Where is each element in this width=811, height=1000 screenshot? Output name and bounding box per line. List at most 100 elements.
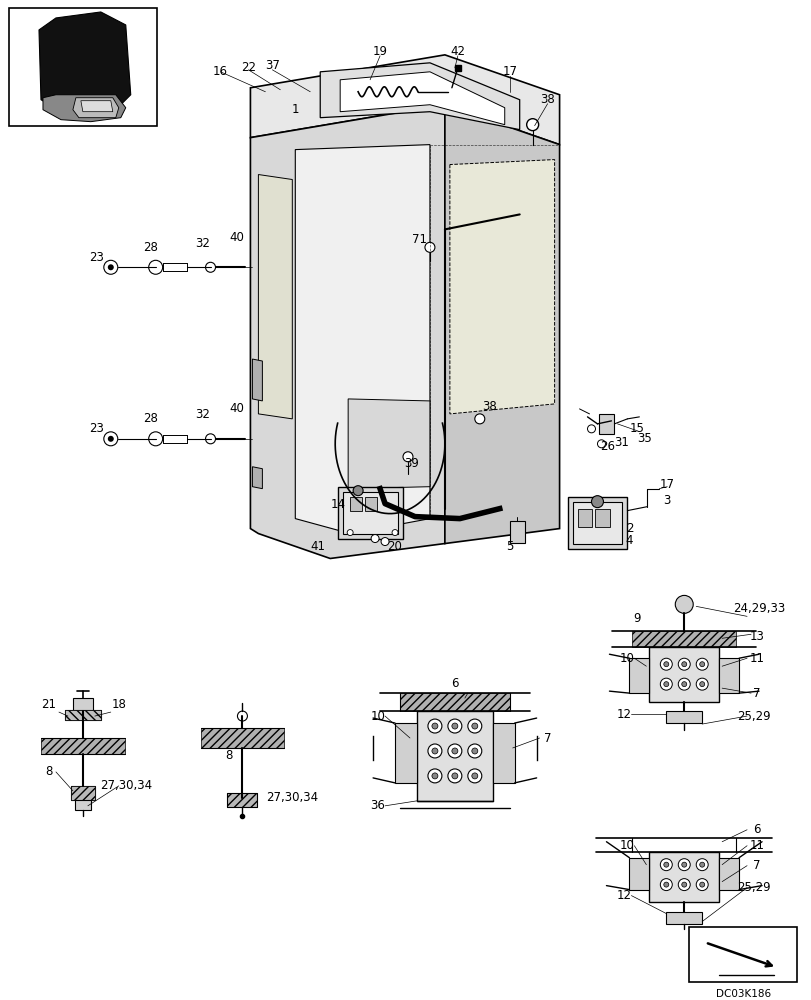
Polygon shape xyxy=(320,63,519,130)
Circle shape xyxy=(427,719,441,733)
Bar xyxy=(71,786,95,800)
Text: 6: 6 xyxy=(451,677,458,690)
Circle shape xyxy=(402,452,413,462)
Text: 26: 26 xyxy=(599,440,614,453)
Bar xyxy=(337,487,402,539)
Text: 31: 31 xyxy=(613,436,628,449)
Text: 18: 18 xyxy=(111,698,126,711)
Circle shape xyxy=(148,260,162,274)
Polygon shape xyxy=(258,175,292,419)
Bar xyxy=(394,723,417,783)
Circle shape xyxy=(431,723,437,729)
Circle shape xyxy=(677,879,689,891)
Circle shape xyxy=(663,662,668,667)
Bar xyxy=(649,852,719,902)
Circle shape xyxy=(451,748,457,754)
Polygon shape xyxy=(250,105,444,558)
Circle shape xyxy=(371,535,379,543)
Circle shape xyxy=(448,769,461,783)
Bar xyxy=(572,502,622,544)
Text: 8: 8 xyxy=(225,749,232,762)
Text: 4: 4 xyxy=(625,534,633,547)
Bar xyxy=(9,8,157,126)
Text: 27,30,34: 27,30,34 xyxy=(266,791,318,804)
Circle shape xyxy=(467,719,481,733)
Circle shape xyxy=(104,432,118,446)
Circle shape xyxy=(424,242,435,252)
Polygon shape xyxy=(295,145,429,534)
Polygon shape xyxy=(43,95,126,122)
Polygon shape xyxy=(449,160,554,414)
Text: 28: 28 xyxy=(143,241,158,254)
Bar xyxy=(65,710,101,720)
Text: 7: 7 xyxy=(753,687,760,700)
Text: 40: 40 xyxy=(229,231,243,244)
Circle shape xyxy=(663,682,668,687)
Text: 25,29: 25,29 xyxy=(736,710,770,723)
Text: 15: 15 xyxy=(629,422,644,435)
Circle shape xyxy=(148,432,162,446)
Circle shape xyxy=(380,538,388,546)
Text: 35: 35 xyxy=(636,432,651,445)
Bar xyxy=(227,793,257,807)
Text: 28: 28 xyxy=(143,412,158,425)
Text: 11: 11 xyxy=(749,652,764,665)
Polygon shape xyxy=(444,105,559,544)
Bar xyxy=(629,858,649,890)
Circle shape xyxy=(427,744,441,758)
Bar xyxy=(666,912,702,924)
Circle shape xyxy=(675,595,693,613)
Circle shape xyxy=(471,748,477,754)
Circle shape xyxy=(451,773,457,779)
Bar xyxy=(689,927,796,982)
Polygon shape xyxy=(252,467,262,489)
Text: 10: 10 xyxy=(620,839,634,852)
Bar xyxy=(599,414,614,434)
Text: 19: 19 xyxy=(372,45,387,58)
Text: 17: 17 xyxy=(659,478,674,491)
Bar xyxy=(75,800,91,810)
Bar xyxy=(200,728,284,748)
Text: 13: 13 xyxy=(749,630,763,643)
Text: 2: 2 xyxy=(625,522,633,535)
Polygon shape xyxy=(252,359,262,401)
Circle shape xyxy=(526,119,538,131)
Circle shape xyxy=(471,723,477,729)
Circle shape xyxy=(587,425,594,433)
Circle shape xyxy=(590,496,603,508)
Text: 39: 39 xyxy=(404,457,419,470)
Bar xyxy=(350,497,362,511)
Circle shape xyxy=(695,678,707,690)
Polygon shape xyxy=(39,12,131,112)
Circle shape xyxy=(695,658,707,670)
Bar xyxy=(632,631,736,647)
Text: 17: 17 xyxy=(501,65,517,78)
Text: 32: 32 xyxy=(195,237,210,250)
Bar xyxy=(492,723,514,783)
Bar xyxy=(666,711,702,723)
Circle shape xyxy=(431,748,437,754)
Bar xyxy=(719,658,738,693)
Bar xyxy=(227,793,257,807)
Text: 41: 41 xyxy=(311,540,325,553)
Circle shape xyxy=(695,879,707,891)
Text: 24,29,33: 24,29,33 xyxy=(732,602,784,615)
Circle shape xyxy=(474,414,484,424)
Polygon shape xyxy=(348,399,429,489)
Bar xyxy=(65,710,101,720)
Bar xyxy=(343,492,397,534)
Circle shape xyxy=(205,262,215,272)
Circle shape xyxy=(659,678,672,690)
Bar xyxy=(365,497,376,511)
Circle shape xyxy=(681,662,686,667)
Circle shape xyxy=(699,682,704,687)
Text: 5: 5 xyxy=(505,540,513,553)
Text: 7: 7 xyxy=(753,859,760,872)
Text: 11: 11 xyxy=(749,839,764,852)
Circle shape xyxy=(677,658,689,670)
Circle shape xyxy=(431,773,437,779)
Circle shape xyxy=(448,719,461,733)
Bar xyxy=(509,521,524,543)
Circle shape xyxy=(699,862,704,867)
Circle shape xyxy=(659,859,672,871)
